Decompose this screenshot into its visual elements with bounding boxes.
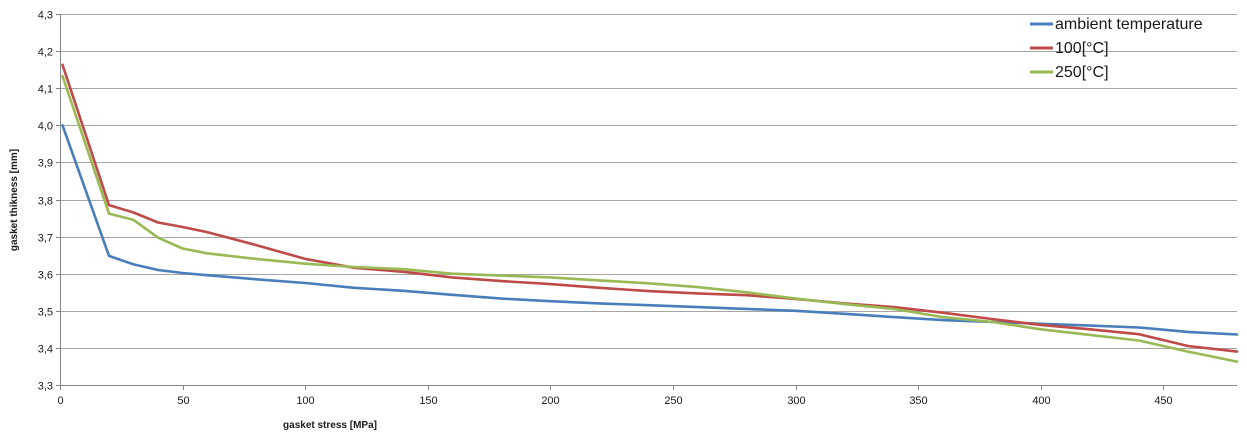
y-tick-label: 3,8 <box>38 196 53 208</box>
legend-label-1: 100[°C] <box>1055 40 1109 57</box>
x-axis-title: gasket stress [MPa] <box>283 420 377 431</box>
x-tick-label: 150 <box>419 395 437 407</box>
x-tick-label: 300 <box>787 395 805 407</box>
x-tick-label: 0 <box>57 395 63 407</box>
legend-label-0: ambient temperature <box>1055 16 1203 33</box>
x-tick-label: 350 <box>909 395 927 407</box>
y-axis-title: gasket thikness [mm] <box>9 149 20 251</box>
x-tick-label: 400 <box>1032 395 1050 407</box>
x-tick-label: 200 <box>541 395 559 407</box>
y-tick-label: 4,3 <box>38 10 53 22</box>
x-axis-tick-labels: 0 50 100 150 200 250 300 350 400 450 <box>57 395 1172 407</box>
y-tick-label: 4,0 <box>38 121 53 133</box>
y-tick-label: 3,5 <box>38 307 53 319</box>
y-tick-label: 3,6 <box>38 270 53 282</box>
x-tick-label: 50 <box>177 395 189 407</box>
series-line-2 <box>61 74 1239 363</box>
legend-label-2: 250[°C] <box>1055 64 1109 81</box>
axes <box>56 14 1237 390</box>
x-tick-label: 100 <box>296 395 314 407</box>
y-tick-label: 3,7 <box>38 233 53 245</box>
y-axis-tick-labels: 3,3 3,4 3,5 3,6 3,7 3,8 3,9 4,0 4,1 4,2 4,3 <box>38 10 53 393</box>
x-tick-label: 450 <box>1154 395 1172 407</box>
series-line-1 <box>61 63 1239 353</box>
y-tick-label: 4,2 <box>38 47 53 59</box>
x-tick-label: 250 <box>664 395 682 407</box>
gridlines <box>60 14 1237 349</box>
y-tick-label: 3,9 <box>38 158 53 170</box>
y-tick-label: 3,4 <box>38 344 53 356</box>
y-tick-label: 3,3 <box>38 381 53 393</box>
series-line-0 <box>61 124 1239 336</box>
y-tick-label: 4,1 <box>38 84 53 96</box>
legend: ambient temperature 100[°C] 250[°C] <box>1030 16 1203 81</box>
data-series <box>61 63 1239 363</box>
